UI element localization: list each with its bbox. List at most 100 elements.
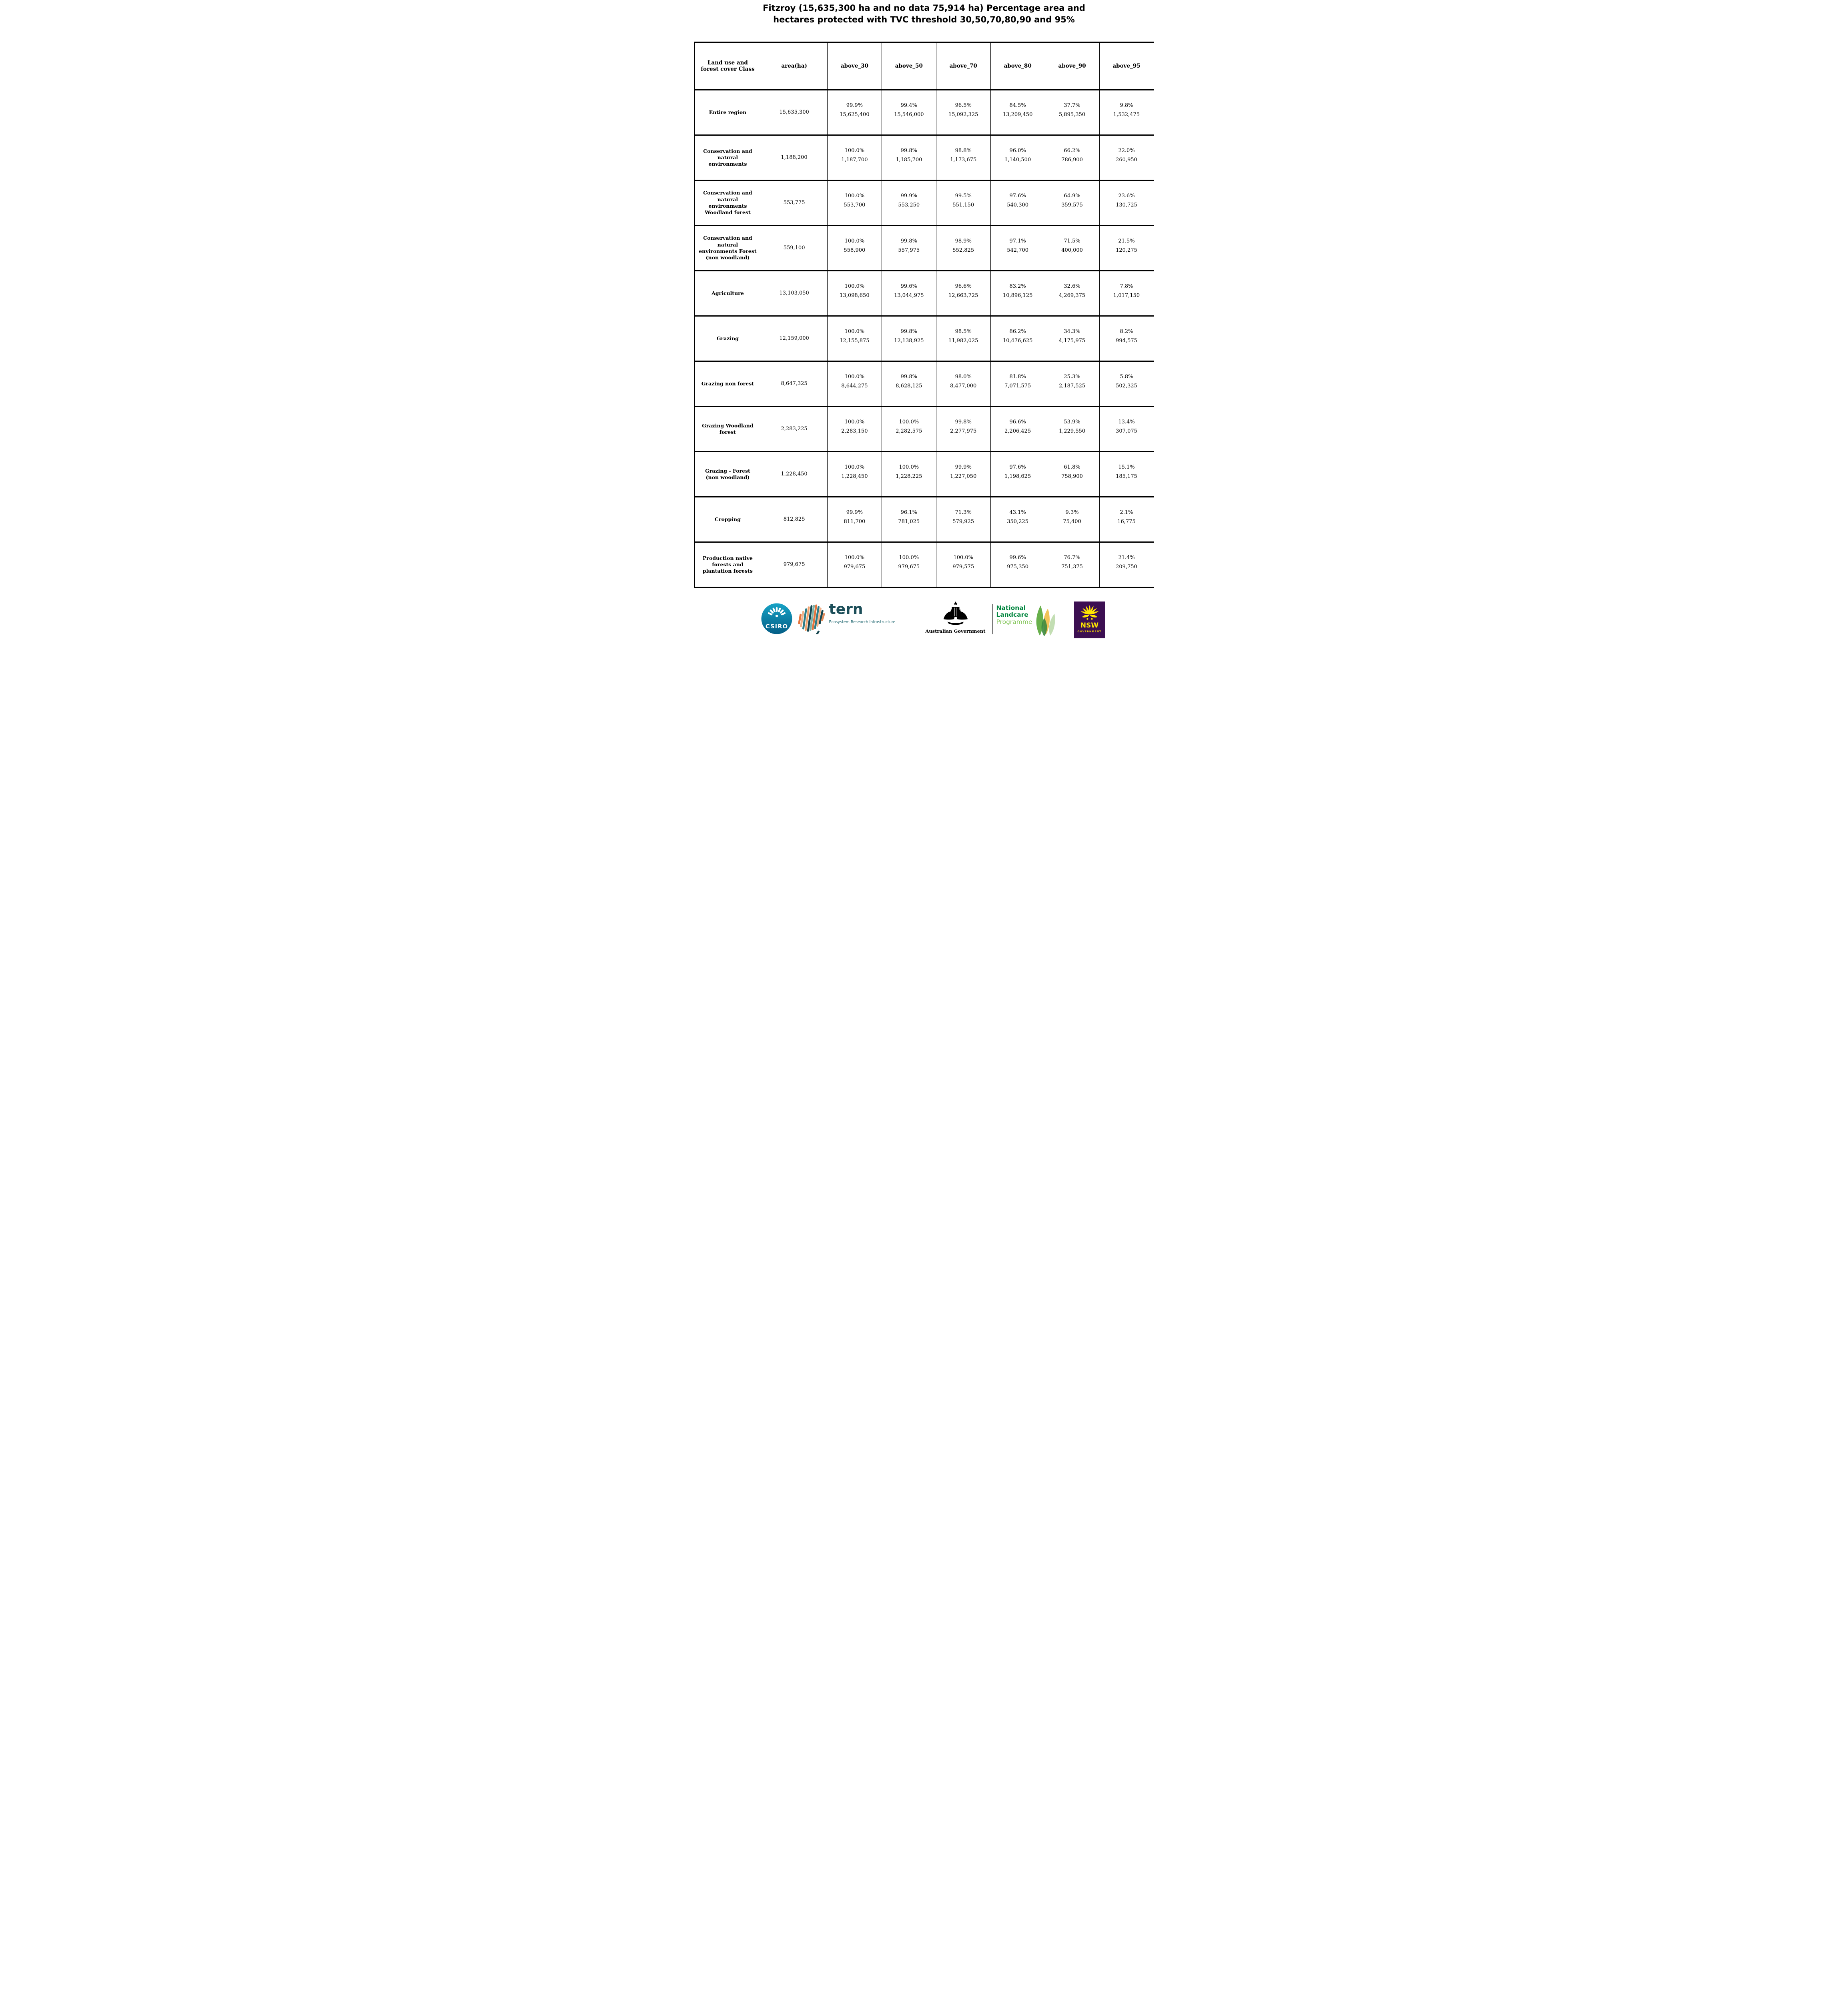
hectares-value: 16,775: [1117, 518, 1136, 525]
hectares-value: 786,900: [1061, 156, 1083, 163]
tern-tagline: Ecosystem Research Infrastructure: [829, 620, 896, 624]
percent-value: 100.0%: [953, 555, 974, 561]
value-cell: 43.1% 350,225: [990, 496, 1045, 542]
percent-value: 96.6%: [955, 283, 972, 290]
hectares-value: 359,575: [1061, 202, 1083, 208]
area-cell: 979,675: [761, 541, 828, 587]
percent-value: 99.9%: [900, 193, 917, 199]
value-cell: 99.8% 557,975: [881, 225, 936, 271]
percent-value: 32.6%: [1064, 283, 1080, 290]
value-cell: 15.1% 185,175: [1099, 451, 1154, 497]
percent-value: 53.9%: [1064, 419, 1080, 425]
csiro-label: CSIRO: [765, 624, 788, 630]
hectares-value: 557,975: [898, 247, 920, 253]
value-cell: 99.6% 13,044,975: [881, 270, 936, 316]
hectares-value: 75,400: [1063, 518, 1081, 525]
hectares-value: 553,250: [898, 202, 920, 208]
page-title-line1: Fitzroy (15,635,300 ha and no data 75,91…: [763, 3, 1085, 13]
value-cell: 99.9% 15,625,400: [827, 89, 882, 135]
percent-value: 76.7%: [1064, 555, 1080, 561]
hectares-value: 8,477,000: [950, 383, 977, 389]
row-label: Grazing non forest: [694, 360, 762, 407]
value-cell: 2.1% 16,775: [1099, 496, 1154, 542]
value-cell: 83.2% 10,896,125: [990, 270, 1045, 316]
hectares-value: 2,283,150: [841, 428, 868, 434]
tern-name: tern: [829, 601, 863, 618]
csiro-logo-icon: CSIRO: [761, 603, 792, 634]
percent-value: 98.0%: [955, 374, 972, 380]
row-label: Grazing - Forest (non woodland): [694, 451, 762, 497]
value-cell: 37.7% 5,895,350: [1044, 89, 1100, 135]
hectares-value: 10,896,125: [1002, 292, 1033, 299]
value-cell: 100.0% 1,228,450: [827, 451, 882, 497]
value-cell: 100.0% 979,575: [936, 541, 991, 587]
percent-value: 100.0%: [844, 148, 865, 154]
tvc-protection-table: Land use and forest cover Class area(ha) a…: [694, 41, 1154, 588]
hectares-value: 12,663,725: [948, 292, 978, 299]
value-cell: 100.0% 1,187,700: [827, 134, 882, 180]
hectares-value: 10,476,625: [1002, 337, 1033, 344]
area-cell: 553,775: [761, 179, 828, 226]
hectares-value: 2,282,575: [896, 428, 922, 434]
value-cell: 34.3% 4,175,975: [1044, 315, 1100, 361]
tern-wordmark: tern Ecosystem Research Infrastructure: [829, 602, 896, 624]
value-cell: 98.5% 11,982,025: [936, 315, 991, 361]
logo-divider: [992, 604, 993, 634]
percent-value: 97.6%: [1009, 464, 1026, 471]
percent-value: 66.2%: [1064, 148, 1080, 154]
value-cell: 96.5% 15,092,325: [936, 89, 991, 135]
hectares-value: 1,228,225: [896, 473, 922, 479]
value-cell: 21.5% 120,275: [1099, 225, 1154, 271]
value-cell: 71.3% 579,925: [936, 496, 991, 542]
percent-value: 96.1%: [900, 509, 917, 516]
value-cell: 97.6% 1,198,625: [990, 451, 1045, 497]
value-cell: 76.7% 751,375: [1044, 541, 1100, 587]
page-title: Fitzroy (15,635,300 ha and no data 75,91…: [693, 0, 1155, 26]
percent-value: 9.8%: [1120, 102, 1133, 109]
percent-value: 81.8%: [1009, 374, 1026, 380]
table-head: Land use and forest cover Class area(ha) a…: [694, 41, 1154, 90]
hectares-value: 811,700: [844, 518, 866, 525]
page-title-line2: hectares protected with TVC threshold 30…: [773, 14, 1075, 24]
percent-value: 25.3%: [1064, 374, 1080, 380]
percent-value: 100.0%: [844, 283, 865, 290]
percent-value: 34.3%: [1064, 329, 1080, 335]
value-cell: 99.5% 551,150: [936, 179, 991, 226]
percent-value: 22.0%: [1118, 148, 1135, 154]
hectares-value: 12,138,925: [894, 337, 924, 344]
value-cell: 9.8% 1,532,475: [1099, 89, 1154, 135]
value-cell: 84.5% 13,209,450: [990, 89, 1045, 135]
percent-value: 100.0%: [844, 419, 865, 425]
col-header-2: above_30: [827, 41, 882, 90]
percent-value: 99.9%: [846, 102, 863, 109]
hectares-value: 994,575: [1116, 337, 1137, 344]
percent-value: 100.0%: [899, 464, 919, 471]
percent-value: 97.6%: [1009, 193, 1026, 199]
nsw-label: NSW: [1080, 621, 1099, 630]
percent-value: 64.9%: [1064, 193, 1080, 199]
percent-value: 97.1%: [1009, 238, 1026, 245]
value-cell: 96.0% 1,140,500: [990, 134, 1045, 180]
value-cell: 100.0% 979,675: [827, 541, 882, 587]
percent-value: 96.6%: [1009, 419, 1026, 425]
hectares-value: 11,982,025: [948, 337, 978, 344]
hectares-value: 502,325: [1116, 383, 1137, 389]
tern-logo: tern Ecosystem Research Infrastructure: [796, 602, 896, 634]
percent-value: 99.8%: [955, 419, 972, 425]
hectares-value: 185,175: [1116, 473, 1137, 479]
value-cell: 7.8% 1,017,150: [1099, 270, 1154, 316]
australian-government-logo: Australian Government: [921, 601, 990, 634]
value-cell: 100.0% 553,700: [827, 179, 882, 226]
tern-map-icon: [798, 604, 825, 634]
row-label: Entire region: [694, 89, 762, 135]
value-cell: 25.3% 2,187,525: [1044, 360, 1100, 407]
col-header-3: above_50: [881, 41, 936, 90]
row-label: Conservation and natural environments Fo…: [694, 225, 762, 271]
value-cell: 100.0% 12,155,875: [827, 315, 882, 361]
percent-value: 2.1%: [1120, 509, 1133, 516]
hectares-value: 1,185,700: [896, 156, 922, 163]
value-cell: 22.0% 260,950: [1099, 134, 1154, 180]
value-cell: 99.4% 15,546,000: [881, 89, 936, 135]
percent-value: 13.4%: [1118, 419, 1135, 425]
value-cell: 98.8% 1,173,675: [936, 134, 991, 180]
